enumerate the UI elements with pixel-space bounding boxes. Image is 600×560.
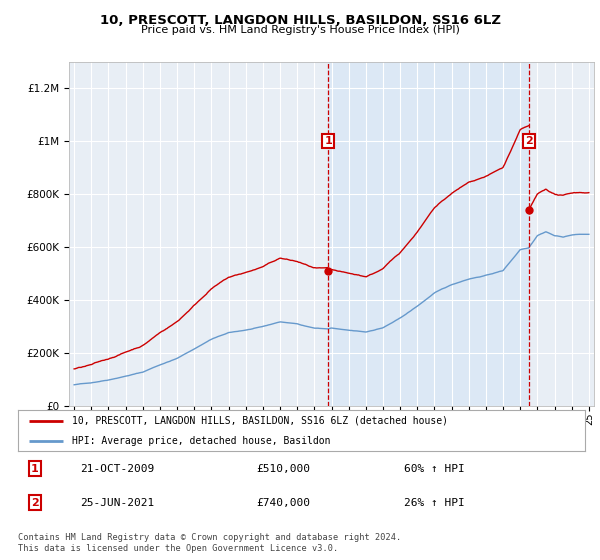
Bar (328, 62, 529, 406)
Text: 2: 2 (525, 136, 533, 146)
Text: 25-JUN-2021: 25-JUN-2021 (80, 498, 155, 508)
Text: 10, PRESCOTT, LANGDON HILLS, BASILDON, SS16 6LZ: 10, PRESCOTT, LANGDON HILLS, BASILDON, S… (100, 14, 500, 27)
Text: 1: 1 (31, 464, 39, 474)
Text: 2: 2 (31, 498, 39, 508)
Text: 60% ↑ HPI: 60% ↑ HPI (404, 464, 464, 474)
Text: 21-OCT-2009: 21-OCT-2009 (80, 464, 155, 474)
Text: HPI: Average price, detached house, Basildon: HPI: Average price, detached house, Basi… (72, 436, 331, 446)
Text: 10, PRESCOTT, LANGDON HILLS, BASILDON, SS16 6LZ (detached house): 10, PRESCOTT, LANGDON HILLS, BASILDON, S… (72, 416, 448, 426)
Text: 26% ↑ HPI: 26% ↑ HPI (404, 498, 464, 508)
Text: Contains HM Land Registry data © Crown copyright and database right 2024.
This d: Contains HM Land Registry data © Crown c… (18, 533, 401, 553)
Text: 1: 1 (324, 136, 332, 146)
Text: £740,000: £740,000 (256, 498, 310, 508)
Text: £510,000: £510,000 (256, 464, 310, 474)
Text: Price paid vs. HM Land Registry's House Price Index (HPI): Price paid vs. HM Land Registry's House … (140, 25, 460, 35)
